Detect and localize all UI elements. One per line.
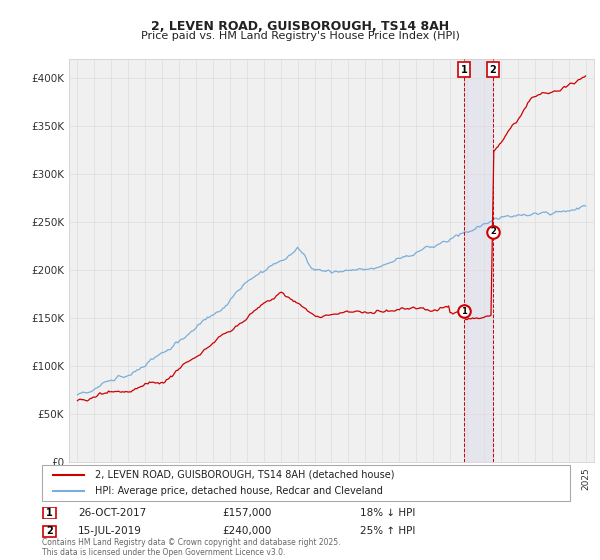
Text: 1: 1: [46, 508, 53, 518]
Text: 1: 1: [461, 307, 467, 316]
Text: 15-JUL-2019: 15-JUL-2019: [78, 526, 142, 536]
Bar: [464, 59, 493, 462]
FancyBboxPatch shape: [43, 526, 56, 537]
Text: £240,000: £240,000: [222, 526, 271, 536]
FancyBboxPatch shape: [43, 507, 56, 519]
Text: 18% ↓ HPI: 18% ↓ HPI: [360, 508, 415, 518]
Text: 2: 2: [490, 65, 496, 75]
Text: 25% ↑ HPI: 25% ↑ HPI: [360, 526, 415, 536]
FancyBboxPatch shape: [42, 465, 570, 501]
Text: 2: 2: [490, 227, 496, 236]
Text: 2: 2: [46, 526, 53, 536]
Text: 2, LEVEN ROAD, GUISBOROUGH, TS14 8AH (detached house): 2, LEVEN ROAD, GUISBOROUGH, TS14 8AH (de…: [95, 470, 394, 480]
Text: Price paid vs. HM Land Registry's House Price Index (HPI): Price paid vs. HM Land Registry's House …: [140, 31, 460, 41]
Text: 1: 1: [461, 65, 467, 75]
Text: £157,000: £157,000: [222, 508, 271, 518]
Text: 2, LEVEN ROAD, GUISBOROUGH, TS14 8AH: 2, LEVEN ROAD, GUISBOROUGH, TS14 8AH: [151, 20, 449, 32]
Text: 26-OCT-2017: 26-OCT-2017: [78, 508, 146, 518]
Text: HPI: Average price, detached house, Redcar and Cleveland: HPI: Average price, detached house, Redc…: [95, 486, 383, 496]
Text: Contains HM Land Registry data © Crown copyright and database right 2025.
This d: Contains HM Land Registry data © Crown c…: [42, 538, 341, 557]
